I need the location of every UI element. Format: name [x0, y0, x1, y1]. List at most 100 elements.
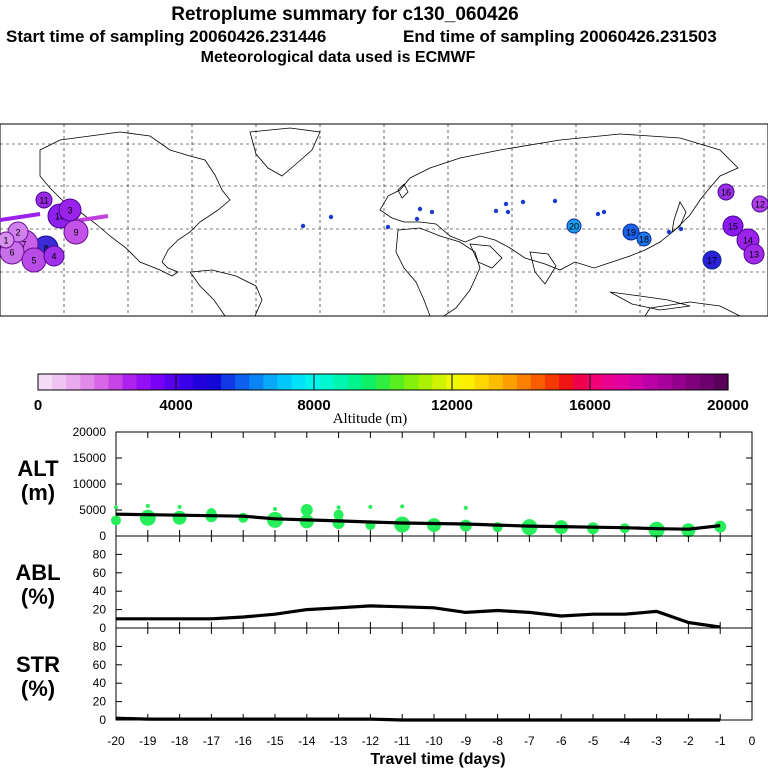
plume-marker-20: 1 — [0, 231, 15, 249]
plume-label-1: 20 — [569, 222, 579, 232]
alt-point-8-1 — [368, 504, 373, 509]
alt-point-7-2 — [336, 505, 341, 510]
plume-marker-6: 15 — [722, 215, 744, 237]
colorbar-cell-29 — [446, 374, 462, 390]
trajectory-dot-4 — [417, 206, 423, 212]
colorbar-cell-37 — [559, 374, 574, 390]
colorbar-cell-12 — [206, 374, 222, 390]
colorbar-cell-44 — [657, 374, 673, 390]
trajectory-dot-2 — [300, 223, 306, 229]
colorbar-cell-19 — [305, 374, 321, 390]
trajectory-dot-8 — [520, 199, 526, 205]
xtick-label-19: -1 — [715, 734, 726, 748]
greenland-coast — [249, 127, 321, 177]
plume-circle-6 — [722, 215, 744, 237]
plume-marker-17: 4 — [43, 245, 65, 267]
plume-circle-2 — [622, 223, 640, 241]
figure-title: Retroplume summary for c130_060426 — [171, 4, 518, 25]
xtick-label-3: -17 — [203, 734, 221, 748]
plume-marker-8: 13 — [743, 243, 765, 265]
colorbar-cell-33 — [502, 374, 518, 390]
colorbar-cell-43 — [643, 374, 659, 390]
coastlines — [39, 127, 741, 317]
plume-label-14: 7 — [21, 240, 26, 250]
plume-circle-10 — [35, 191, 53, 209]
trajectory-dot-14 — [595, 211, 601, 217]
colorbar-cell-32 — [488, 374, 504, 390]
alt-ytick-label-3: 15000 — [73, 451, 107, 465]
alt-point-5-1 — [273, 506, 277, 511]
plume-circle-1 — [566, 218, 582, 234]
plume-marker-2: 19 — [622, 223, 640, 241]
plume-marker-18: 3 — [58, 198, 82, 222]
xtick-label-9: -11 — [394, 734, 411, 748]
xtick-label-20: 0 — [749, 734, 756, 748]
plume-label-10: 11 — [39, 196, 48, 206]
colorbar-tick-label-3: 12000 — [431, 397, 473, 414]
plume-label-12: 9 — [73, 228, 78, 238]
xtick-label-14: -6 — [556, 734, 567, 748]
trajectory-dot-11 — [601, 209, 607, 215]
plume-label-6: 15 — [728, 222, 738, 232]
colorbar-cell-17 — [277, 374, 293, 390]
plume-label-18: 3 — [67, 206, 72, 216]
abl-panel: 0 20 40 60 80 ABL(%) — [15, 535, 753, 635]
colorbar-label: Altitude (m) — [333, 411, 408, 427]
trajectory-dot-1 — [328, 214, 334, 220]
colorbar-cell-27 — [418, 374, 433, 390]
colorbar-cell-9 — [164, 374, 180, 390]
xtick-label-12: -8 — [492, 734, 503, 748]
time-series-panels: 05000100001500020000ALT(m)020406080ABL(%… — [15, 425, 755, 768]
alt-point-2-0 — [172, 510, 187, 525]
met-data-label: Meteorological data used is ECMWF — [201, 49, 476, 66]
abl-frame — [115, 535, 753, 629]
africa-coast — [395, 227, 481, 317]
colorbar-tick-label-2: 8000 — [297, 397, 330, 414]
plume-label-4: 17 — [707, 256, 717, 266]
indonesia-coast — [609, 291, 691, 311]
abl-ytick-label-3: 60 — [93, 566, 107, 580]
abl-ytick-label-4: 80 — [93, 547, 107, 561]
str-ytick-label-4: 80 — [93, 639, 107, 653]
colorbar-cell-14 — [235, 374, 250, 390]
str-ylabel-line1: STR — [16, 652, 60, 677]
trajectory-dot-15 — [505, 209, 511, 215]
xtick-label-8: -12 — [362, 734, 380, 748]
plume-label-11: 10 — [55, 212, 65, 222]
abl-ytick-label-1: 20 — [93, 603, 107, 617]
colorbar-cell-28 — [432, 374, 447, 390]
xtick-label-13: -7 — [524, 734, 535, 748]
alt-ylabel-line2: (m) — [21, 480, 55, 505]
colorbar-cell-21 — [333, 374, 349, 390]
trajectory-dot-7 — [503, 201, 509, 207]
start-time-label: Start time of sampling 20060426.231446 — [6, 27, 326, 46]
trajectory-dot-6 — [414, 216, 420, 222]
xtick-label-17: -3 — [651, 734, 662, 748]
colorbar-cell-1 — [52, 374, 67, 390]
colorbar-cell-6 — [122, 374, 138, 390]
colorbar-tick-label-1: 4000 — [159, 397, 192, 414]
plume-label-17: 4 — [51, 252, 56, 262]
alt-point-9-1 — [400, 504, 405, 509]
str-frame — [115, 627, 753, 721]
colorbar-cell-8 — [150, 374, 166, 390]
str-ytick-label-0: 0 — [99, 713, 106, 727]
north-america-coast — [39, 131, 231, 277]
plume-marker-1: 20 — [566, 218, 582, 234]
xtick-label-4: -16 — [235, 734, 253, 748]
xtick-label-10: -10 — [425, 734, 443, 748]
colorbar-cell-45 — [671, 374, 687, 390]
map-graticule — [0, 124, 768, 316]
alt-point-2-1 — [177, 504, 182, 509]
colorbar-cell-20 — [319, 374, 335, 390]
xtick-label-1: -19 — [139, 734, 157, 748]
south-america-coast — [189, 269, 263, 317]
colorbar-cell-25 — [390, 374, 405, 390]
colorbar-cell-23 — [361, 374, 377, 390]
colorbar-cell-15 — [249, 374, 264, 390]
colorbar-cell-31 — [474, 374, 490, 390]
colorbar-cell-5 — [108, 374, 124, 390]
